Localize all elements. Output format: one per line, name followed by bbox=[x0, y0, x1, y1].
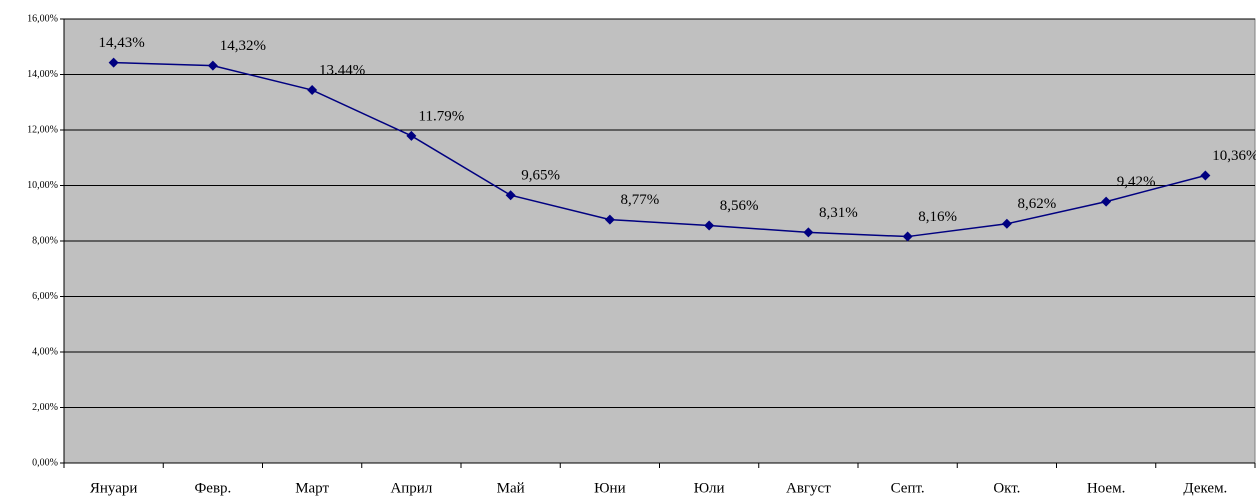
x-tick-label: Април bbox=[390, 480, 432, 496]
x-tick-label: Юни bbox=[594, 480, 625, 496]
data-label: 8,16% bbox=[918, 209, 957, 225]
data-point bbox=[207, 60, 218, 71]
y-tick-label: 12,00% bbox=[27, 124, 58, 135]
y-tick-label: 6,00% bbox=[32, 291, 58, 302]
data-point bbox=[406, 130, 417, 141]
data-label: 14,43% bbox=[99, 35, 145, 51]
x-tick-label: Май bbox=[497, 480, 525, 496]
x-tick-label: Декем. bbox=[1183, 480, 1227, 496]
data-label: 9,42% bbox=[1117, 174, 1156, 190]
series-line bbox=[113, 61, 1206, 238]
x-tick-label: Ноем. bbox=[1087, 480, 1125, 496]
x-tick-label: Март bbox=[295, 480, 329, 496]
x-tick-label: Януари bbox=[90, 480, 138, 496]
x-tick-label: Окт. bbox=[993, 480, 1020, 496]
y-tick-label: 14,00% bbox=[27, 69, 58, 80]
data-point bbox=[803, 227, 814, 238]
data-point bbox=[1200, 170, 1211, 181]
data-label: 8,77% bbox=[621, 192, 660, 208]
data-label: 11.79% bbox=[419, 108, 465, 124]
data-point bbox=[1001, 218, 1012, 229]
y-tick-label: 8,00% bbox=[32, 235, 58, 246]
y-tick-label: 10,00% bbox=[27, 180, 58, 191]
y-tick-label: 0,00% bbox=[32, 457, 58, 468]
y-tick-label: 4,00% bbox=[32, 346, 58, 357]
data-point bbox=[604, 214, 615, 225]
data-point bbox=[704, 220, 715, 231]
data-point bbox=[1101, 196, 1112, 207]
y-tick-label: 16,00% bbox=[27, 13, 58, 24]
data-label: 8,56% bbox=[720, 198, 759, 214]
data-point bbox=[108, 57, 119, 68]
data-point bbox=[505, 190, 516, 201]
x-tick-label: Февр. bbox=[194, 480, 231, 496]
data-label: 8,31% bbox=[819, 205, 858, 221]
data-label: 9,65% bbox=[521, 168, 560, 184]
data-label: 14,32% bbox=[220, 38, 266, 54]
data-point bbox=[902, 231, 913, 242]
data-label: 8,62% bbox=[1018, 196, 1057, 212]
x-tick-label: Август bbox=[786, 480, 831, 496]
x-tick-label: Юли bbox=[694, 480, 725, 496]
data-label: 10,36% bbox=[1212, 148, 1256, 164]
data-point bbox=[307, 85, 318, 96]
data-label: 13.44% bbox=[319, 62, 365, 78]
x-tick-label: Септ. bbox=[891, 480, 925, 496]
y-tick-label: 2,00% bbox=[32, 402, 58, 413]
